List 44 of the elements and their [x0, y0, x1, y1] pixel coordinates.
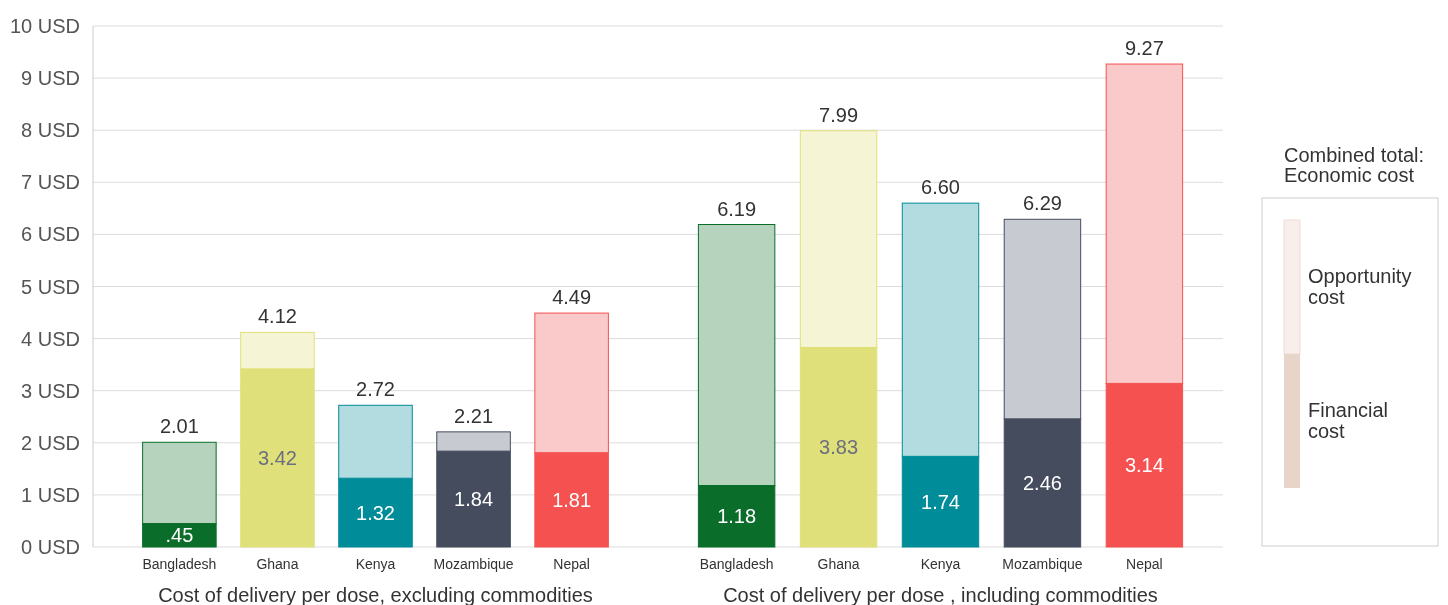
- x-tick-label: Ghana: [256, 556, 299, 572]
- total-label: 4.12: [257, 305, 297, 328]
- data-label: 1.32: [356, 501, 395, 524]
- total-label: 9.27: [1124, 37, 1164, 60]
- text: Financial cost: [1308, 399, 1389, 442]
- total-label: 6.19: [717, 197, 757, 220]
- total-label: 2.21: [454, 404, 494, 427]
- y-tick-label: 0 USD: [21, 536, 80, 558]
- x-tick-label: Kenya: [920, 556, 961, 572]
- text: Opportunity cost: [1308, 265, 1412, 308]
- x-tick-label: Mozambique: [433, 556, 514, 572]
- y-tick-label: 3 USD: [21, 379, 80, 402]
- y-tick-label: 7 USD: [21, 171, 80, 194]
- data-label: 1.81: [552, 488, 592, 511]
- legend-title: Combined total: Economic cost: [1284, 144, 1425, 186]
- data-label: 2.46: [1022, 471, 1062, 494]
- y-tick-label: 2 USD: [21, 431, 80, 454]
- y-tick-label: 4 USD: [21, 327, 80, 350]
- data-label: 3.83: [819, 436, 859, 459]
- total-label: 2.01: [159, 415, 199, 438]
- y-tick-label: 1 USD: [21, 483, 80, 506]
- x-tick-label: Bangladesh: [699, 556, 774, 572]
- data-label: 1.74: [921, 490, 960, 513]
- x-tick-label: Kenya: [355, 556, 396, 572]
- y-tick-label: 8 USD: [21, 119, 80, 142]
- total-label: 6.60: [921, 176, 960, 199]
- data-label: 1.18: [717, 505, 757, 528]
- total-label: 6.29: [1022, 192, 1062, 215]
- data-label: .45: [165, 524, 194, 547]
- x-tick-label: Bangladesh: [142, 556, 217, 572]
- x-tick-label: Mozambique: [1002, 556, 1083, 572]
- x-tick-label: Ghana: [817, 556, 860, 572]
- y-tick-label: 6 USD: [21, 223, 80, 246]
- y-tick-label: 10 USD: [9, 15, 80, 37]
- y-tick-label: 9 USD: [21, 67, 80, 90]
- data-label: 3.14: [1124, 454, 1164, 477]
- y-tick-label: 5 USD: [21, 275, 80, 298]
- total-label: 2.72: [356, 378, 395, 401]
- total-label: 7.99: [819, 103, 859, 126]
- data-label: 3.42: [257, 446, 297, 469]
- x-tick-label: Nepal: [553, 556, 590, 572]
- x-tick-label: Nepal: [1126, 556, 1163, 572]
- data-label: 1.84: [454, 488, 494, 511]
- total-label: 4.49: [552, 286, 592, 309]
